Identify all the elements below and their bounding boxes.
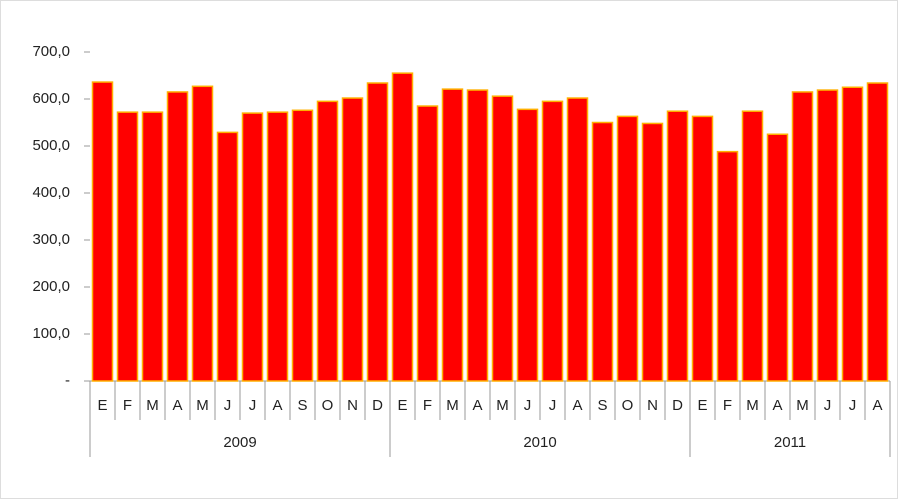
bar xyxy=(166,91,189,382)
bar xyxy=(441,88,464,382)
x-tick-label: A xyxy=(272,397,282,414)
bar xyxy=(741,110,764,382)
x-tick-label: A xyxy=(772,397,782,414)
x-tick-label: A xyxy=(572,397,582,414)
bar xyxy=(816,89,839,382)
x-tick-label: E xyxy=(397,397,407,414)
x-tick-label: M xyxy=(196,397,209,414)
bar xyxy=(316,100,339,382)
bar xyxy=(616,115,639,382)
bar xyxy=(191,85,214,382)
x-tick-label: J xyxy=(549,397,557,414)
y-tick-label: 200,0 xyxy=(32,278,70,295)
y-tick-label: 700,0 xyxy=(32,43,70,60)
x-tick-label: A xyxy=(872,397,882,414)
group-label: 2009 xyxy=(223,434,256,451)
y-tick-label: 600,0 xyxy=(32,90,70,107)
bar xyxy=(491,95,514,382)
x-tick-label: D xyxy=(372,397,383,414)
x-tick-label: J xyxy=(224,397,232,414)
x-tick-label: S xyxy=(297,397,307,414)
bar xyxy=(241,112,264,382)
bar xyxy=(691,115,714,382)
x-tick-label: D xyxy=(672,397,683,414)
y-tick-label: 500,0 xyxy=(32,137,70,154)
bar xyxy=(466,89,489,382)
bar xyxy=(841,86,864,382)
bar xyxy=(116,111,139,382)
bar xyxy=(666,110,689,382)
x-tick-label: M xyxy=(446,397,459,414)
x-tick-label: J xyxy=(849,397,857,414)
x-tick-label: F xyxy=(723,397,732,414)
x-tick-label: E xyxy=(97,397,107,414)
bar xyxy=(341,97,364,382)
bar xyxy=(416,105,439,382)
x-tick-label: A xyxy=(472,397,482,414)
x-tick-label: F xyxy=(123,397,132,414)
bar xyxy=(766,133,789,382)
x-tick-label: O xyxy=(622,397,634,414)
bar xyxy=(291,109,314,382)
bar xyxy=(866,82,889,382)
bar xyxy=(141,111,164,382)
x-tick-label: S xyxy=(597,397,607,414)
bar xyxy=(216,131,239,382)
x-tick-label: A xyxy=(172,397,182,414)
y-tick-label: - xyxy=(65,372,70,389)
bar xyxy=(566,97,589,382)
bar xyxy=(391,72,414,382)
x-tick-label: J xyxy=(824,397,832,414)
bar xyxy=(366,82,389,382)
bar xyxy=(516,108,539,382)
bar xyxy=(91,81,114,382)
x-tick-label: O xyxy=(322,397,334,414)
x-tick-label: M xyxy=(496,397,509,414)
bar xyxy=(591,121,614,382)
y-tick-label: 400,0 xyxy=(32,184,70,201)
y-tick-label: 100,0 xyxy=(32,325,70,342)
x-tick-label: M xyxy=(746,397,759,414)
x-tick-label: N xyxy=(647,397,658,414)
x-tick-label: J xyxy=(249,397,257,414)
x-tick-label: N xyxy=(347,397,358,414)
group-label: 2010 xyxy=(523,434,556,451)
bar xyxy=(716,150,739,382)
x-tick-label: J xyxy=(524,397,532,414)
x-tick-label: F xyxy=(423,397,432,414)
group-label: 2011 xyxy=(774,434,806,451)
x-tick-label: M xyxy=(146,397,159,414)
bar xyxy=(541,100,564,382)
bar xyxy=(791,91,814,382)
x-tick-label: E xyxy=(697,397,707,414)
y-tick-label: 300,0 xyxy=(32,231,70,248)
bar xyxy=(266,111,289,382)
bar xyxy=(641,122,664,382)
x-tick-label: M xyxy=(796,397,809,414)
